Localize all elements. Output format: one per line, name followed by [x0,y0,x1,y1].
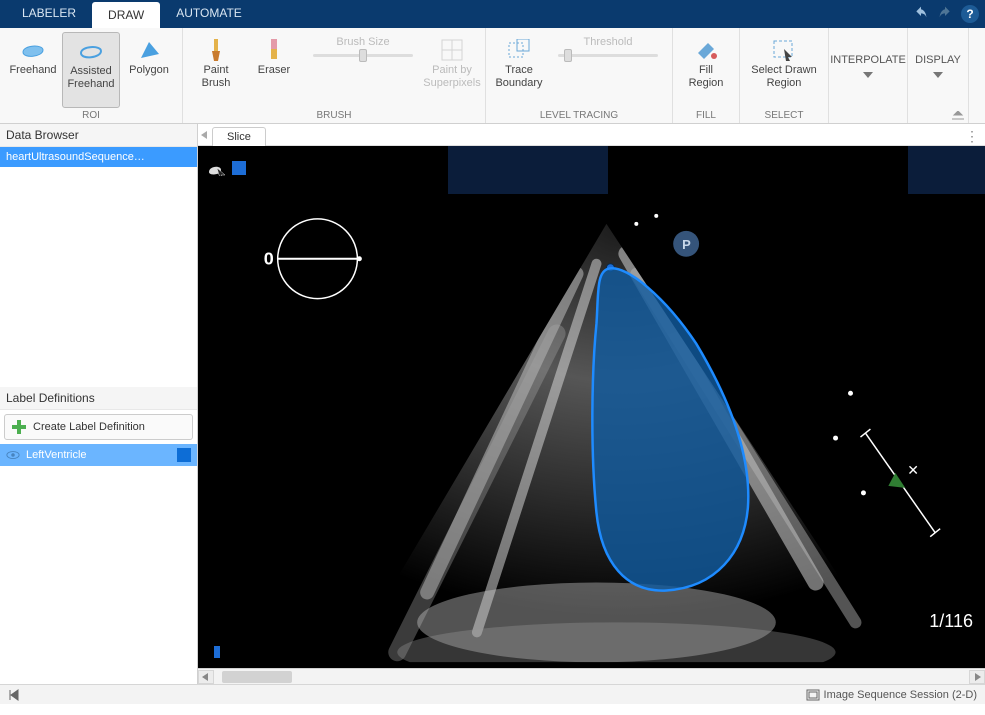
p-marker: P [673,231,699,257]
chevron-down-icon [933,72,943,78]
assisted-freehand-icon [77,39,105,63]
brush-size-slider[interactable]: Brush Size [303,32,423,57]
help-icon[interactable]: ? [961,5,979,23]
polygon-label: Polygon [129,64,169,77]
data-browser-header: Data Browser [0,124,197,147]
select-drawn-icon [770,38,798,62]
create-label-definition-label: Create Label Definition [33,421,145,433]
freehand-icon [19,38,47,62]
quick-access-toolbar: ? [913,0,985,28]
interpolate-label: INTERPOLATE [830,54,906,66]
display-label: DISPLAY [915,54,961,66]
frame-playbar[interactable] [206,646,977,658]
ribbon-group-interpolate: INTERPOLATE [829,28,908,123]
ribbon-toolbar: Freehand Assisted Freehand Polygon ROI [0,28,985,124]
ribbon-group-display: DISPLAY [908,28,969,123]
eraser-tool[interactable]: Eraser [245,32,303,108]
tab-labeler[interactable]: LABELER [6,0,92,28]
undo-icon[interactable] [913,6,929,22]
cursor-roi-icon [208,160,226,176]
chevron-down-icon [863,72,873,78]
visibility-icon[interactable] [6,448,20,462]
horizontal-scrollbar[interactable] [198,668,985,684]
level-group-label: LEVEL TRACING [486,110,672,123]
eraser-label: Eraser [258,64,290,77]
select-drawn-region-tool[interactable]: Select Drawn Region [744,32,824,108]
paintbrush-label: Paint Brush [202,64,231,90]
tab-draw[interactable]: DRAW [92,2,160,28]
ribbon-group-roi: Freehand Assisted Freehand Polygon ROI [0,28,183,123]
fill-region-tool[interactable]: Fill Region [677,32,735,108]
scrollbar-thumb[interactable] [222,671,292,683]
ribbon-group-fill: Fill Region FILL [673,28,740,123]
status-bar: Image Sequence Session (2-D) [0,684,985,704]
eraser-icon [260,38,288,62]
trace-boundary-icon [505,38,533,62]
roi-group-label: ROI [0,110,182,123]
brush-size-label: Brush Size [336,36,389,48]
label-color-swatch[interactable] [177,448,191,462]
select-group-label: SELECT [740,110,828,123]
viewport[interactable]: 0 P ✕ [198,146,985,668]
ribbon-group-brush: Paint Brush Eraser Brush Size Paint by S… [183,28,486,123]
session-type-icon [806,689,820,701]
svg-text:P: P [682,237,691,252]
polygon-icon [135,38,163,62]
viewport-top-banner [198,146,985,194]
plus-icon [11,419,27,435]
create-label-definition-button[interactable]: Create Label Definition [4,414,193,440]
scroll-right-icon[interactable] [969,670,985,684]
first-frame-icon[interactable] [8,689,20,701]
paintbrush-icon [202,38,230,62]
trace-boundary-tool[interactable]: Trace Boundary [490,32,548,108]
main-tab-bar: LABELER DRAW AUTOMATE ? [0,0,985,28]
display-dropdown[interactable]: DISPLAY [908,28,968,104]
left-panel: Data Browser heartUltrasoundSequence… La… [0,124,198,684]
select-drawn-label: Select Drawn Region [751,64,816,90]
interpolate-dropdown[interactable]: INTERPOLATE [829,28,907,104]
paintbrush-tool[interactable]: Paint Brush [187,32,245,108]
svg-text:0: 0 [264,249,274,269]
freehand-tool[interactable]: Freehand [4,32,62,108]
assisted-freehand-label: Assisted Freehand [67,65,114,91]
viewport-label-indicator [208,160,246,176]
freehand-label: Freehand [9,64,56,77]
scroll-left-icon[interactable] [198,670,214,684]
session-type-label: Image Sequence Session (2-D) [824,689,977,701]
fill-region-icon [692,38,720,62]
brush-group-label: BRUSH [183,110,485,123]
polygon-tool[interactable]: Polygon [120,32,178,108]
superpixels-icon [438,38,466,62]
superpixels-tool[interactable]: Paint by Superpixels [423,32,481,108]
main-area: Data Browser heartUltrasoundSequence… La… [0,124,985,684]
assisted-freehand-tool[interactable]: Assisted Freehand [62,32,120,108]
data-browser-list: heartUltrasoundSequence… [0,147,197,387]
ribbon-group-select: Select Drawn Region SELECT [740,28,829,123]
canvas-area: Slice ⋮ [198,124,985,684]
fill-region-label: Fill Region [689,64,724,90]
fill-group-label: FILL [673,110,739,123]
threshold-label: Threshold [584,36,633,48]
threshold-slider[interactable]: Threshold [548,32,668,57]
frame-counter: 1/116 [929,611,973,632]
slice-tab[interactable]: Slice [212,127,266,146]
tab-automate[interactable]: AUTOMATE [160,0,258,28]
viewport-menu-icon[interactable]: ⋮ [965,128,979,145]
ultrasound-image: 0 P ✕ [198,194,985,668]
redo-icon[interactable] [937,6,953,22]
label-item-name: LeftVentricle [26,449,87,461]
label-item-leftventricle[interactable]: LeftVentricle [0,444,197,466]
tab-scroll-left-icon[interactable] [201,131,209,139]
label-definitions-header: Label Definitions [0,387,197,410]
slice-tab-row: Slice ⋮ [198,124,985,146]
trace-boundary-label: Trace Boundary [495,64,542,90]
superpixels-label: Paint by Superpixels [423,64,480,90]
data-browser-item[interactable]: heartUltrasoundSequence… [0,147,197,167]
svg-text:✕: ✕ [907,462,919,478]
ribbon-group-level: Trace Boundary Threshold LEVEL TRACING [486,28,673,123]
collapse-ribbon-icon[interactable] [952,111,964,121]
active-label-swatch [232,161,246,175]
